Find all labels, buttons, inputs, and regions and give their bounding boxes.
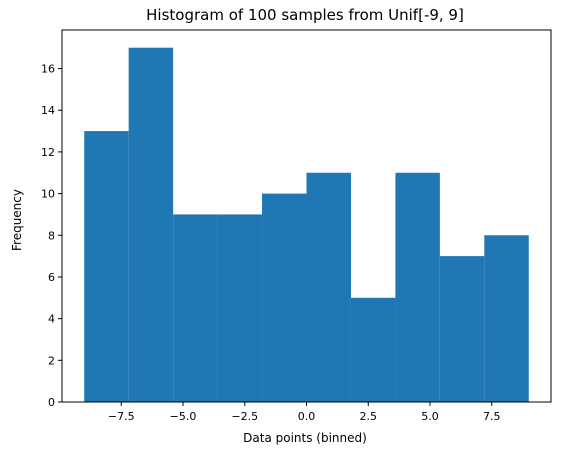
x-tick-label: 2.5 xyxy=(359,410,377,423)
y-tick-label: 6 xyxy=(48,271,55,284)
histogram-bar xyxy=(306,172,351,402)
x-tick-label: 5.0 xyxy=(421,410,439,423)
x-tick-label: 0.0 xyxy=(298,410,316,423)
y-tick-label: 10 xyxy=(41,188,55,201)
x-tick-label: 7.5 xyxy=(483,410,501,423)
chart-title: Histogram of 100 samples from Unif[-9, 9… xyxy=(146,6,464,24)
y-axis-label: Frequency xyxy=(10,189,24,251)
y-tick-label: 14 xyxy=(41,104,55,117)
histogram-bar xyxy=(217,214,263,402)
x-tick-label: −2.5 xyxy=(231,410,258,423)
y-tick-label: 16 xyxy=(41,63,55,76)
bars-group xyxy=(84,47,529,403)
histogram-bar xyxy=(262,193,307,402)
y-axis-ticks: 0 2 4 6 8 10 12 14 16 xyxy=(41,63,62,409)
y-tick-label: 8 xyxy=(48,229,55,242)
y-tick-label: 12 xyxy=(41,146,55,159)
x-axis-label: Data points (binned) xyxy=(243,431,367,445)
y-tick-label: 2 xyxy=(48,354,55,367)
y-tick-label: 4 xyxy=(48,313,55,326)
histogram-bar xyxy=(484,235,529,402)
histogram-bar xyxy=(439,256,485,402)
x-axis-ticks: −7.5 −5.0 −2.5 0.0 2.5 5.0 7.5 xyxy=(108,402,501,423)
histogram-bar xyxy=(84,131,129,403)
plot-frame xyxy=(61,29,552,403)
y-tick-label: 0 xyxy=(48,396,55,409)
x-tick-label: −7.5 xyxy=(108,410,135,423)
histogram-bar xyxy=(350,297,396,402)
histogram-bar xyxy=(395,172,440,402)
histogram-bar xyxy=(173,214,218,402)
x-tick-label: −5.0 xyxy=(170,410,197,423)
histogram-bar xyxy=(128,47,174,402)
